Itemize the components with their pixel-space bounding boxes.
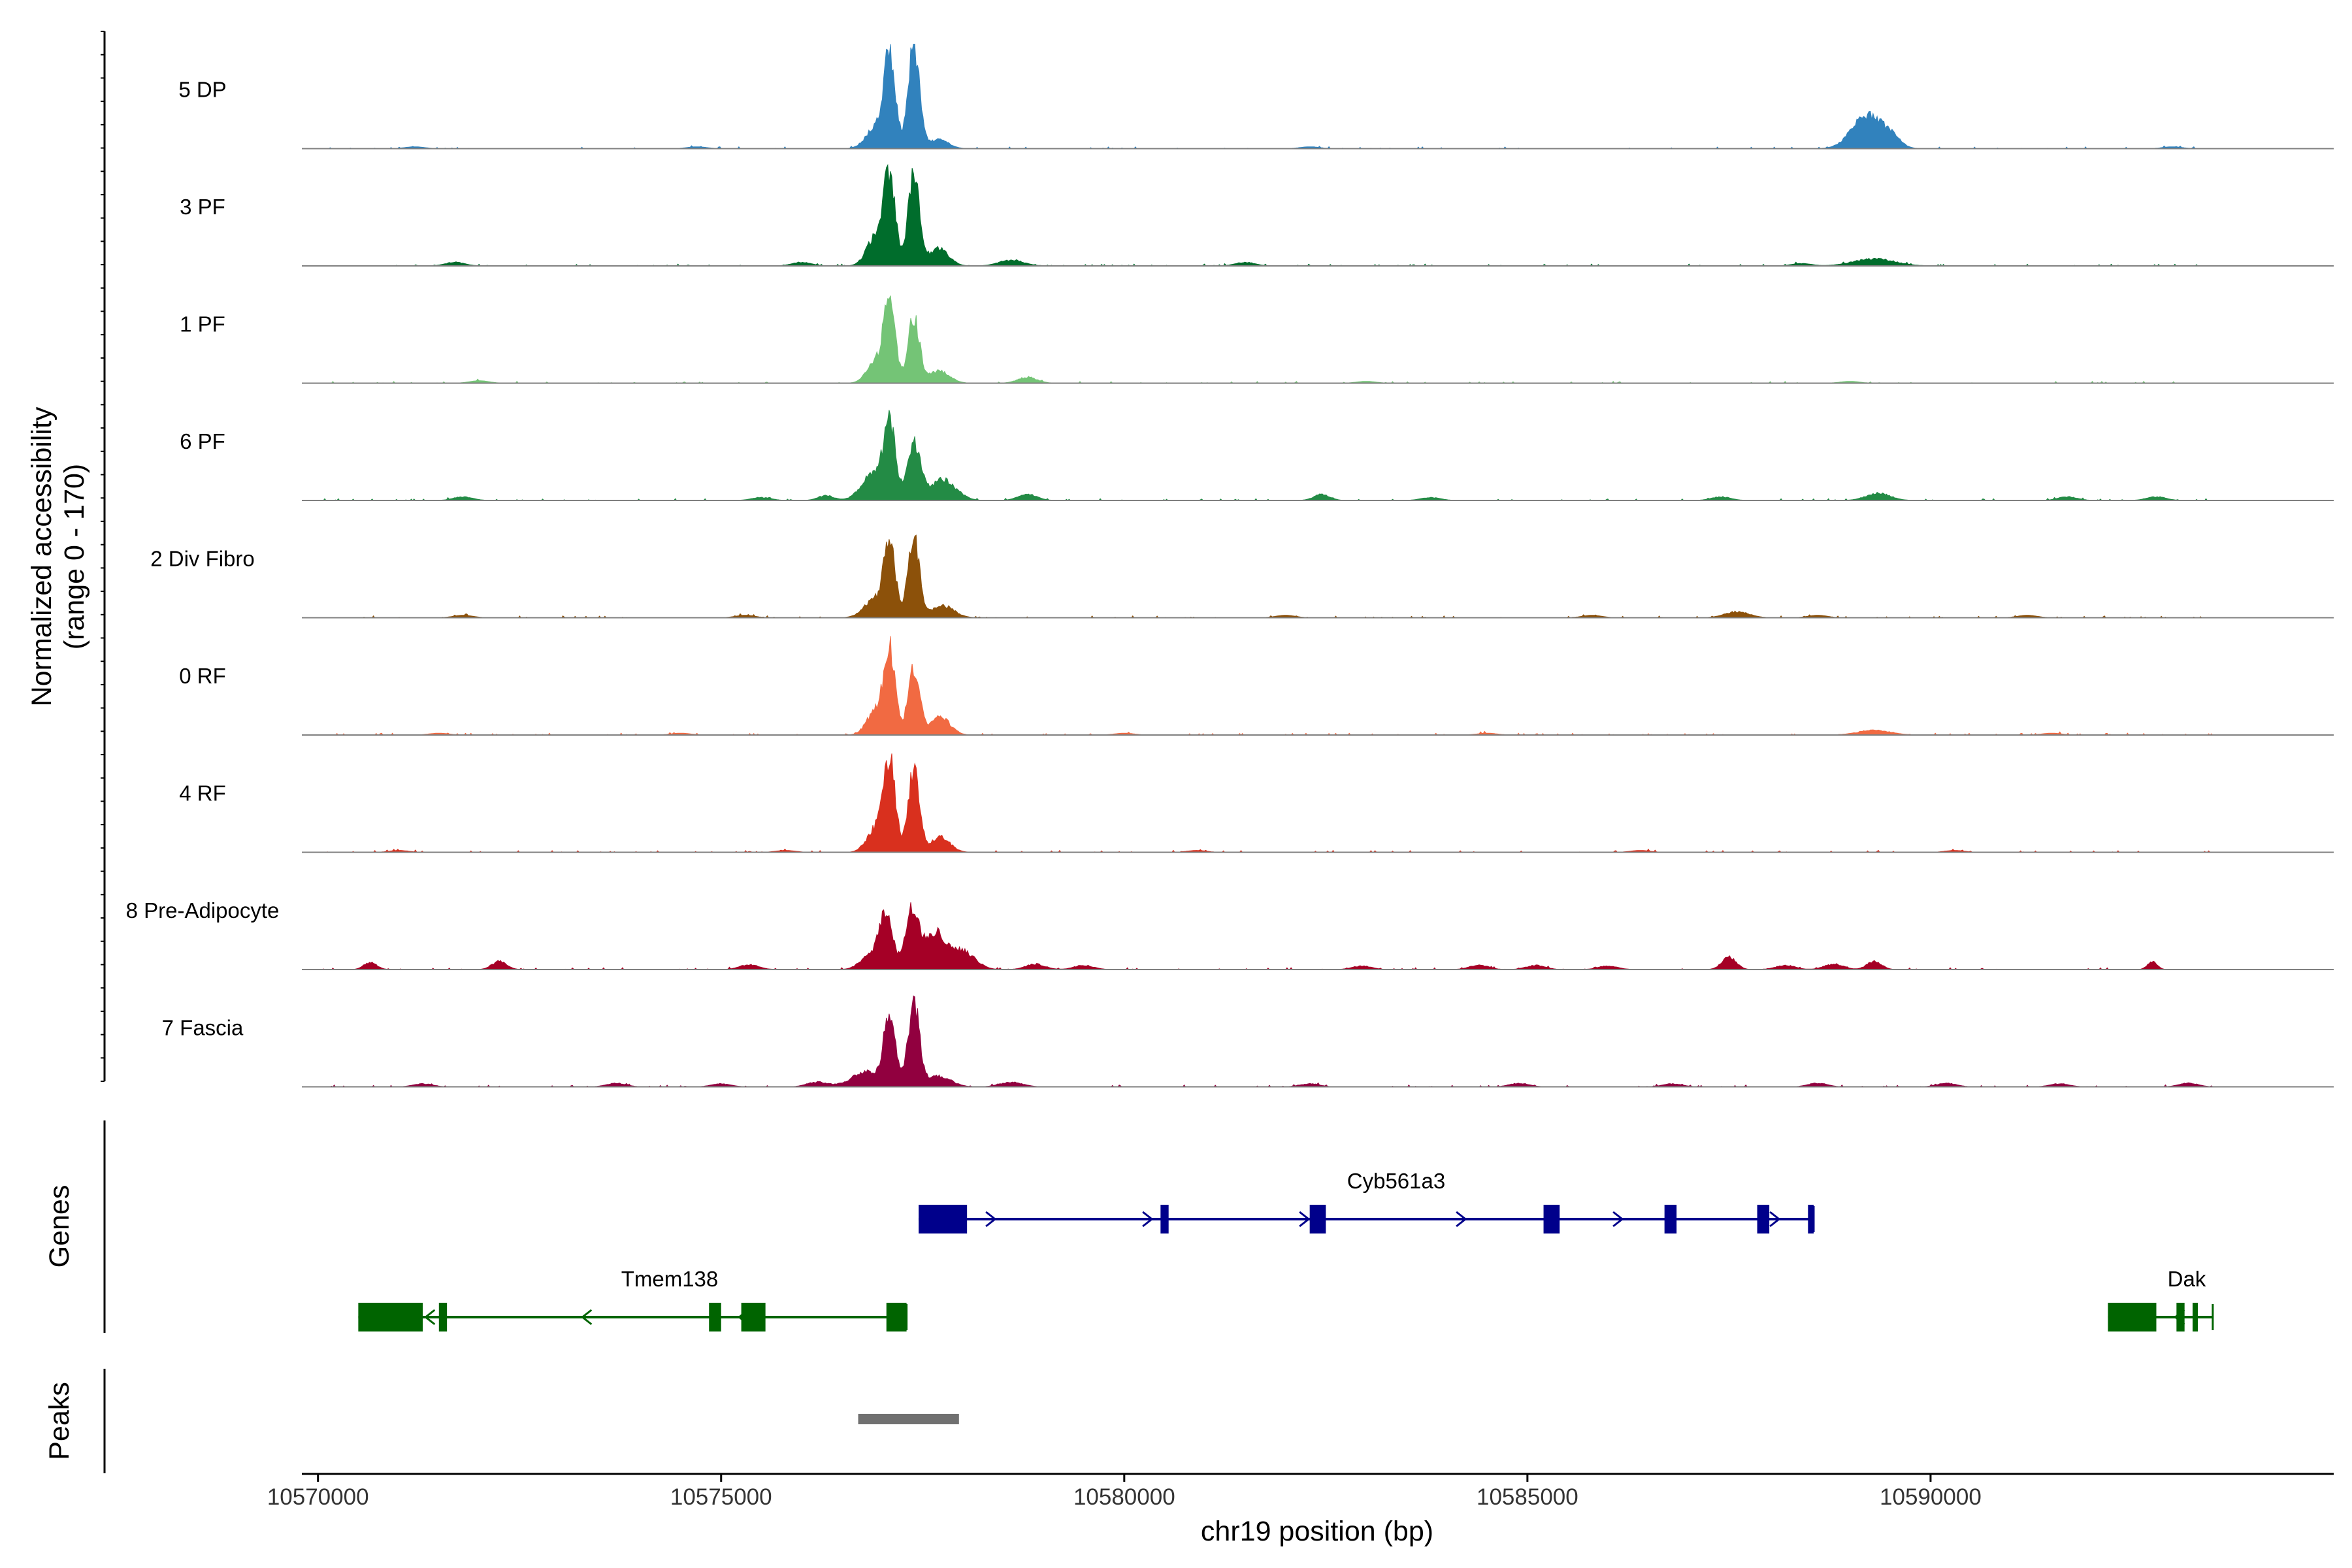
strand-arrow bbox=[423, 1309, 436, 1326]
gene-dak: Dak bbox=[2108, 1267, 2214, 1331]
x-tick-label: 10585000 bbox=[1477, 1484, 1578, 1510]
x-tick-label: 10575000 bbox=[670, 1484, 772, 1510]
track-7-fascia: 7 Fascia bbox=[162, 995, 2334, 1088]
track-6-pf: 6 PF bbox=[180, 410, 2334, 501]
track-4-rf: 4 RF bbox=[179, 753, 2334, 853]
gene-tmem138: Tmem138 bbox=[358, 1267, 908, 1331]
gene-exon bbox=[709, 1303, 721, 1331]
strand-arrow bbox=[1142, 1211, 1154, 1228]
track-label: 8 Pre-Adipocyte bbox=[126, 898, 280, 923]
strand-arrow bbox=[1769, 1211, 1781, 1228]
track-2-div-fibro: 2 Div Fibro bbox=[150, 534, 2334, 619]
coverage-area bbox=[318, 753, 2213, 853]
y-axis-title-line-1: Normalized accessibility bbox=[26, 406, 57, 706]
y-axis: Normalized accessibility (range 0 - 170) bbox=[26, 31, 106, 1082]
strand-arrow bbox=[1612, 1211, 1624, 1228]
x-axis-ticks: 10570000 10575000 10580000 10585000 10590000 bbox=[267, 1474, 1982, 1510]
gene-exon bbox=[2193, 1303, 2198, 1331]
track-label: 1 PF bbox=[180, 312, 225, 336]
gene-label: Tmem138 bbox=[621, 1267, 719, 1291]
track-label: 0 RF bbox=[179, 664, 226, 688]
strand-arrow bbox=[985, 1211, 997, 1228]
gene-label: Cyb561a3 bbox=[1347, 1169, 1445, 1193]
coverage-area bbox=[318, 410, 2213, 501]
coverage-area bbox=[318, 902, 2213, 970]
track-label: 7 Fascia bbox=[162, 1016, 244, 1040]
track-label: 4 RF bbox=[179, 781, 226, 806]
x-tick-label: 10590000 bbox=[1880, 1484, 1982, 1510]
coverage-area bbox=[318, 163, 2213, 267]
gene-exon bbox=[741, 1303, 766, 1331]
gene-exon bbox=[438, 1303, 448, 1331]
strand-arrow bbox=[1299, 1211, 1311, 1228]
track-label: 6 PF bbox=[180, 429, 225, 453]
coverage-area bbox=[318, 534, 2213, 619]
coverage-area bbox=[318, 995, 2213, 1088]
strand-arrow bbox=[1456, 1211, 1467, 1228]
track-label: 5 DP bbox=[178, 78, 226, 102]
y-axis-title-line-2: (range 0 - 170) bbox=[59, 464, 90, 649]
gene-exon bbox=[919, 1205, 968, 1233]
coverage-area bbox=[318, 295, 2213, 384]
gene-exon bbox=[886, 1303, 907, 1331]
track-3-pf: 3 PF bbox=[180, 163, 2334, 267]
x-axis-title: chr19 position (bp) bbox=[1201, 1516, 1433, 1547]
gene-models: Cyb561a3 Tmem138 Dak bbox=[358, 1169, 2214, 1331]
x-axis: 10570000 10575000 10580000 10585000 10590000… bbox=[267, 1473, 2334, 1547]
track-0-rf: 0 RF bbox=[179, 636, 2334, 736]
peaks-track-title: Peaks bbox=[44, 1382, 75, 1460]
track-label: 3 PF bbox=[180, 195, 225, 219]
gene-cyb561a3: Cyb561a3 bbox=[919, 1169, 1815, 1233]
gene-exon bbox=[1543, 1205, 1560, 1233]
track-label: 2 Div Fibro bbox=[150, 547, 255, 571]
strand-arrow bbox=[580, 1309, 593, 1326]
gene-exon bbox=[1664, 1205, 1677, 1233]
gene-exon bbox=[1808, 1205, 1814, 1233]
coverage-area bbox=[318, 636, 2214, 736]
x-tick-label: 10570000 bbox=[267, 1484, 369, 1510]
peak-region bbox=[858, 1414, 959, 1424]
y-axis-ticks bbox=[101, 31, 105, 1082]
gene-exon bbox=[1160, 1205, 1169, 1233]
gene-exon bbox=[2176, 1303, 2185, 1331]
genes-track: Genes Cyb561a3 Tmem138 Dak bbox=[44, 1120, 2214, 1333]
coverage-area bbox=[318, 44, 2213, 150]
genes-track-title: Genes bbox=[44, 1185, 75, 1268]
gene-label: Dak bbox=[2168, 1267, 2206, 1291]
peaks-track: Peaks bbox=[44, 1369, 959, 1473]
gene-exon bbox=[1757, 1205, 1770, 1233]
gene-exon bbox=[358, 1303, 423, 1331]
gene-exon bbox=[2108, 1303, 2157, 1331]
x-tick-label: 10580000 bbox=[1073, 1484, 1175, 1510]
track-8-pre-adipocyte: 8 Pre-Adipocyte bbox=[126, 898, 2334, 970]
track-5-dp: 5 DP bbox=[178, 44, 2334, 150]
track-1-pf: 1 PF bbox=[180, 295, 2334, 384]
gene-exon bbox=[1309, 1205, 1326, 1233]
peak-regions bbox=[858, 1414, 959, 1424]
coverage-tracks: 5 DP 3 PF 1 PF 6 PF 2 Div Fibro 0 RF 4 RF 8 Pre… bbox=[126, 44, 2334, 1088]
